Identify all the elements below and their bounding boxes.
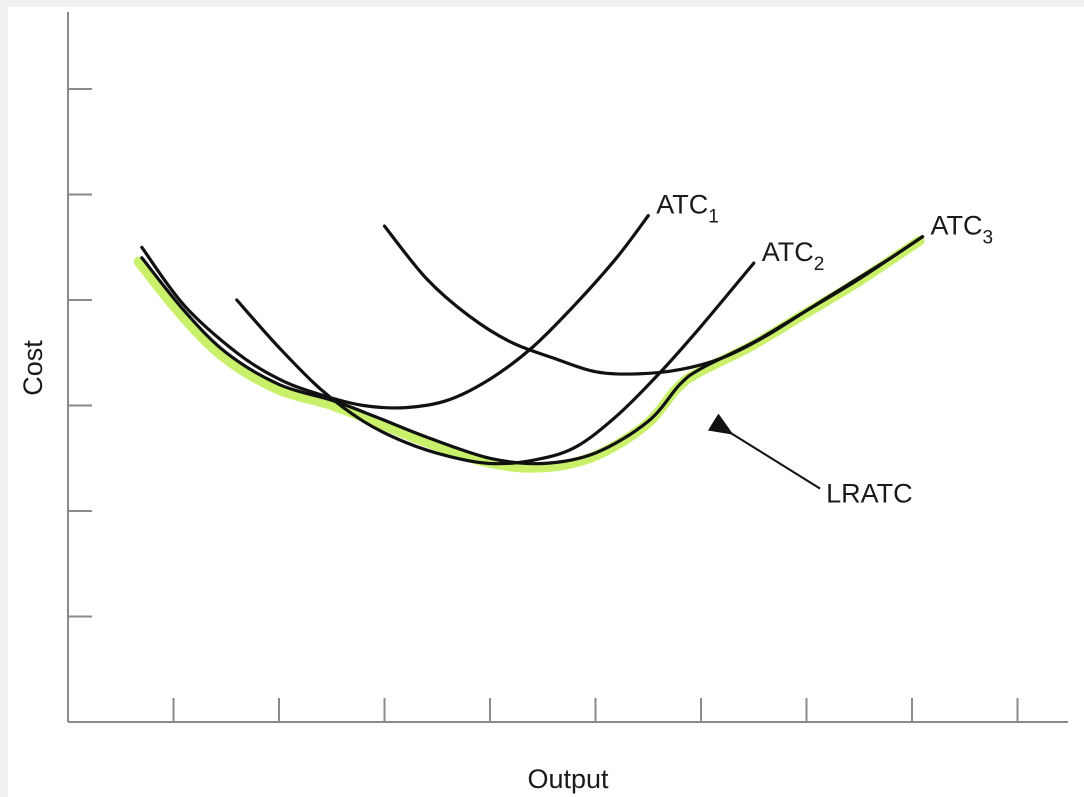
atc3-curve — [382, 224, 925, 376]
atc2-label: ATC2 — [762, 237, 825, 275]
chart-panel — [8, 7, 1084, 797]
lratc-highlight — [133, 235, 925, 473]
atc2-curve — [235, 261, 756, 466]
lratc-annotation-arrow — [707, 413, 821, 490]
atc3-label: ATC3 — [931, 211, 994, 249]
x-axis-title: Output — [527, 764, 609, 794]
atc1-curve — [140, 214, 650, 410]
curve-labels: ATC1 ATC2 ATC3 LRATC — [656, 190, 993, 509]
atc1-label: ATC1 — [656, 190, 719, 228]
axes — [67, 12, 1068, 723]
curves — [140, 214, 925, 466]
y-axis-title: Cost — [18, 340, 48, 396]
lratc-annotation-label: LRATC — [826, 479, 913, 509]
lratc-envelope-line — [133, 235, 925, 473]
